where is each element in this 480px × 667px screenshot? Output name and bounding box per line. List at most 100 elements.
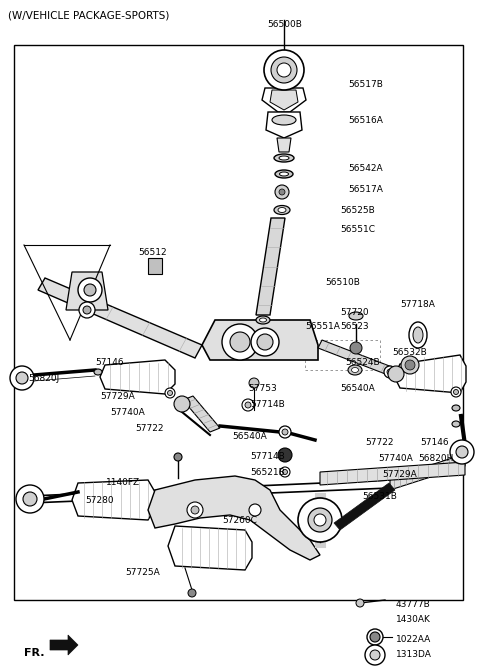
Polygon shape <box>266 112 302 138</box>
Ellipse shape <box>275 170 293 178</box>
Circle shape <box>230 332 250 352</box>
Polygon shape <box>72 480 155 520</box>
Circle shape <box>249 378 259 388</box>
Ellipse shape <box>348 365 362 375</box>
Circle shape <box>251 328 279 356</box>
Text: 57729A: 57729A <box>382 470 417 479</box>
Ellipse shape <box>280 467 290 477</box>
Ellipse shape <box>165 388 175 398</box>
Polygon shape <box>202 320 318 360</box>
Circle shape <box>356 599 364 607</box>
Circle shape <box>277 63 291 77</box>
Text: 57720: 57720 <box>340 308 369 317</box>
Polygon shape <box>183 396 220 432</box>
Circle shape <box>249 504 261 516</box>
Polygon shape <box>148 476 320 560</box>
Text: 57146: 57146 <box>95 358 124 367</box>
Circle shape <box>78 278 102 302</box>
Circle shape <box>370 650 380 660</box>
Text: 56542A: 56542A <box>348 164 383 173</box>
Text: 57714B: 57714B <box>250 452 285 461</box>
Polygon shape <box>38 278 202 358</box>
Text: (W/VEHICLE PACKAGE-SPORTS): (W/VEHICLE PACKAGE-SPORTS) <box>8 11 169 21</box>
Circle shape <box>308 508 332 532</box>
Text: 57753: 57753 <box>248 384 277 393</box>
Ellipse shape <box>168 390 172 396</box>
Polygon shape <box>256 218 285 315</box>
Ellipse shape <box>409 322 427 348</box>
Ellipse shape <box>387 369 393 375</box>
Text: 56531B: 56531B <box>362 492 397 501</box>
Polygon shape <box>100 360 175 394</box>
Text: 56500B: 56500B <box>267 20 302 29</box>
Polygon shape <box>270 90 298 110</box>
Text: 57714B: 57714B <box>250 400 285 409</box>
Circle shape <box>405 360 415 370</box>
Ellipse shape <box>454 390 458 394</box>
Text: 57146: 57146 <box>420 438 449 447</box>
Text: 56521B: 56521B <box>250 468 285 477</box>
Text: 56517B: 56517B <box>348 80 383 89</box>
Circle shape <box>79 302 95 318</box>
Polygon shape <box>320 462 465 485</box>
Circle shape <box>370 632 380 642</box>
Polygon shape <box>277 138 291 152</box>
Text: 57718A: 57718A <box>400 300 435 309</box>
Circle shape <box>84 284 96 296</box>
Text: 43777B: 43777B <box>396 600 431 609</box>
Polygon shape <box>168 526 252 570</box>
Circle shape <box>10 366 34 390</box>
Circle shape <box>174 396 190 412</box>
Circle shape <box>257 334 273 350</box>
Ellipse shape <box>256 316 270 324</box>
Text: 1430AK: 1430AK <box>396 615 431 624</box>
Text: 56524B: 56524B <box>345 358 380 367</box>
Text: 57740A: 57740A <box>110 408 145 417</box>
Text: 56540A: 56540A <box>232 432 267 441</box>
Text: 57729A: 57729A <box>100 392 135 401</box>
Circle shape <box>275 185 289 199</box>
Circle shape <box>16 372 28 384</box>
Ellipse shape <box>242 399 254 411</box>
Circle shape <box>222 324 258 360</box>
Circle shape <box>279 189 285 195</box>
Circle shape <box>365 645 385 665</box>
Circle shape <box>264 50 304 90</box>
Ellipse shape <box>351 368 359 372</box>
Text: 56540A: 56540A <box>340 384 375 393</box>
Circle shape <box>187 502 203 518</box>
Ellipse shape <box>279 172 288 176</box>
Text: 56551C: 56551C <box>340 225 375 234</box>
Text: 57260C: 57260C <box>222 516 257 525</box>
Text: 56525B: 56525B <box>340 206 375 215</box>
Text: 57280: 57280 <box>85 496 114 505</box>
Circle shape <box>314 514 326 526</box>
Circle shape <box>350 342 362 354</box>
Circle shape <box>271 57 297 83</box>
Text: 57722: 57722 <box>135 424 164 433</box>
Circle shape <box>298 498 342 542</box>
Circle shape <box>188 589 196 597</box>
Ellipse shape <box>94 369 102 375</box>
Ellipse shape <box>279 426 291 438</box>
Ellipse shape <box>272 115 296 125</box>
Polygon shape <box>66 272 108 310</box>
Circle shape <box>278 448 292 462</box>
Polygon shape <box>334 483 395 530</box>
Text: 57740A: 57740A <box>378 454 413 463</box>
Circle shape <box>16 485 44 513</box>
Ellipse shape <box>282 429 288 435</box>
Circle shape <box>456 446 468 458</box>
Circle shape <box>174 453 182 461</box>
Ellipse shape <box>452 405 460 411</box>
Ellipse shape <box>451 387 461 397</box>
Polygon shape <box>390 454 465 490</box>
Polygon shape <box>394 355 466 393</box>
Ellipse shape <box>274 205 290 215</box>
Text: 57725A: 57725A <box>125 568 160 577</box>
Ellipse shape <box>384 366 396 378</box>
Text: 1313DA: 1313DA <box>396 650 432 659</box>
Text: 56820H: 56820H <box>418 454 454 463</box>
Text: 56512: 56512 <box>138 248 167 257</box>
Bar <box>14 45 463 600</box>
